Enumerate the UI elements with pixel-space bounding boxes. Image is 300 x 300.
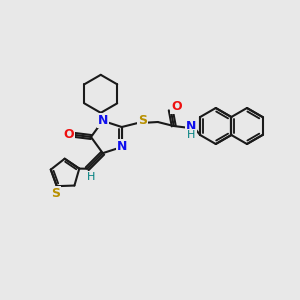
- Text: H: H: [187, 130, 195, 140]
- Text: S: S: [51, 187, 60, 200]
- Text: N: N: [98, 114, 108, 127]
- Text: S: S: [138, 113, 147, 127]
- Text: O: O: [171, 100, 182, 112]
- Text: N: N: [117, 140, 127, 154]
- Text: H: H: [87, 172, 95, 182]
- Text: O: O: [64, 128, 74, 142]
- Text: N: N: [186, 119, 196, 133]
